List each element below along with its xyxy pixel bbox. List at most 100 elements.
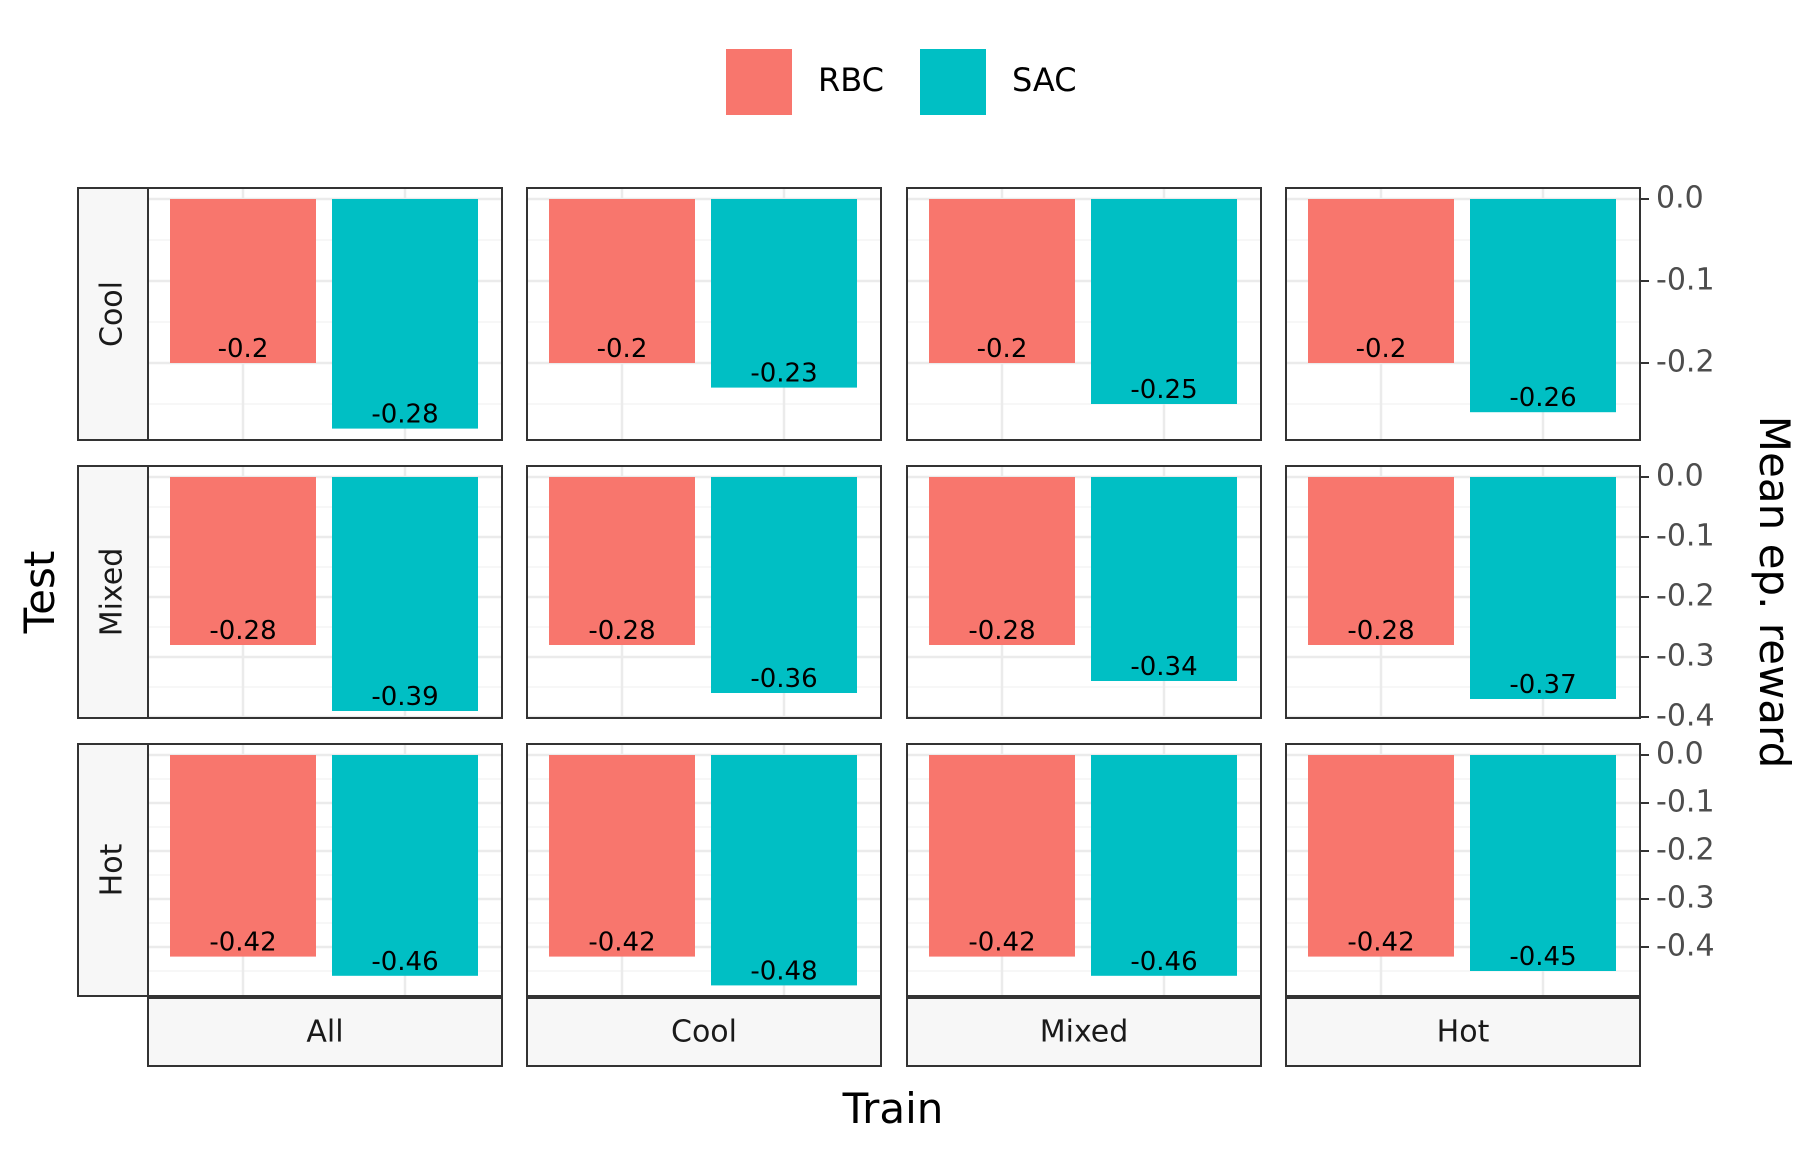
bar-sac (1470, 199, 1616, 413)
row-strip-cool (77, 187, 149, 441)
panel-border (1285, 743, 1641, 997)
bar-sac (1470, 755, 1616, 971)
legend-swatch-rbc (726, 49, 792, 115)
y-axis-title: Mean ep. reward (1750, 416, 1799, 768)
y-tick-label: -0.3 (1656, 639, 1715, 674)
panel-cool-hot: -0.2 -0.26 (1285, 187, 1641, 441)
y-tick-label: 0.0 (1656, 181, 1704, 216)
bar-sac (711, 199, 857, 388)
data-label: -0.42 (588, 928, 655, 958)
bar-sac (711, 755, 857, 986)
col-strip-label-hot: Hot (1437, 1015, 1490, 1050)
row-strip-mixed (77, 465, 149, 719)
y-tick-label: 0.0 (1656, 737, 1704, 772)
data-label: -0.48 (750, 956, 817, 986)
panel-hot-hot: -0.42 -0.45 (1285, 743, 1641, 997)
y-tick-label: -0.2 (1656, 579, 1715, 614)
panel-border (526, 187, 882, 441)
panel-cool-all: -0.2 -0.28 (147, 187, 503, 441)
data-label: -0.45 (1509, 942, 1576, 972)
data-label: -0.34 (1130, 652, 1197, 682)
panel-cool-cool: -0.2 -0.23 (526, 187, 882, 441)
legend-label-sac: SAC (1012, 61, 1077, 99)
y-tick-label: -0.1 (1656, 263, 1715, 298)
data-label: -0.42 (1347, 928, 1414, 958)
row-strip-label-hot: Hot (95, 843, 130, 896)
panel-hot-mixed: -0.42 -0.46 (906, 743, 1262, 997)
bar-rbc (1308, 477, 1454, 645)
panel-mixed-hot: -0.28 -0.37 (1285, 465, 1641, 719)
col-strip-cool (526, 997, 882, 1067)
legend-label-rbc: RBC (818, 61, 884, 99)
data-label: -0.36 (750, 664, 817, 694)
data-label: -0.28 (1347, 616, 1414, 646)
row-strip-hot (77, 743, 149, 997)
col-strip-all (147, 997, 503, 1067)
bar-rbc (549, 477, 695, 645)
data-label: -0.42 (968, 928, 1035, 958)
bar-rbc (929, 755, 1075, 957)
panel-border (906, 465, 1262, 719)
bar-sac (1091, 199, 1237, 404)
y-tick-label: -0.1 (1656, 519, 1715, 554)
data-label: -0.28 (968, 616, 1035, 646)
legend: RBC SAC (726, 49, 1077, 115)
data-label: -0.2 (977, 334, 1028, 364)
panel-mixed-cool: -0.28 -0.36 (526, 465, 882, 719)
bar-sac (332, 477, 478, 711)
panel-border (1285, 187, 1641, 441)
y-tick-label: -0.3 (1656, 881, 1715, 916)
bar-rbc (549, 199, 695, 363)
data-label: -0.28 (209, 616, 276, 646)
data-label: -0.28 (588, 616, 655, 646)
facet-strips: Cool Mixed Hot All Cool Mixed Hot (77, 187, 1641, 1067)
panel-border (526, 743, 882, 997)
bar-rbc (549, 755, 695, 957)
bar-rbc (170, 755, 316, 957)
row-strip-label-cool: Cool (95, 281, 130, 347)
panel-mixed-all: -0.28 -0.39 (147, 465, 503, 719)
data-label: -0.39 (371, 682, 438, 712)
col-strip-label-all: All (306, 1015, 343, 1050)
y-tick-label: -0.2 (1656, 833, 1715, 868)
y-tick-label: 0.0 (1656, 459, 1704, 494)
data-label: -0.46 (371, 947, 438, 977)
bar-rbc (170, 477, 316, 645)
y-tick-label: -0.2 (1656, 345, 1715, 380)
x-axis-title: Train (842, 1084, 944, 1133)
data-label: -0.26 (1509, 383, 1576, 413)
data-label: -0.2 (1356, 334, 1407, 364)
legend-swatch-sac (920, 49, 986, 115)
panel-border (906, 187, 1262, 441)
panel-border (1285, 465, 1641, 719)
col-strip-hot (1285, 997, 1641, 1067)
data-label: -0.25 (1130, 375, 1197, 405)
col-strip-label-cool: Cool (671, 1015, 737, 1050)
row-strip-label-mixed: Mixed (95, 548, 130, 637)
y-tick-label: -0.4 (1656, 699, 1715, 734)
y-tick-label: -0.1 (1656, 785, 1715, 820)
panel-border (906, 743, 1262, 997)
col-strip-label-mixed: Mixed (1040, 1015, 1129, 1050)
y-tick-label: -0.4 (1656, 929, 1715, 964)
panel-cool-mixed: -0.2 -0.25 (906, 187, 1262, 441)
bar-rbc (170, 199, 316, 363)
bar-rbc (1308, 199, 1454, 363)
data-label: -0.28 (371, 400, 438, 430)
col-strip-mixed (906, 997, 1262, 1067)
panel-border (526, 465, 882, 719)
bar-rbc (1308, 755, 1454, 957)
bar-sac (1091, 755, 1237, 976)
row-axis-title: Test (15, 551, 64, 635)
bar-sac (1470, 477, 1616, 699)
data-label: -0.42 (209, 928, 276, 958)
bar-sac (332, 755, 478, 976)
bar-rbc (929, 477, 1075, 645)
panel-hot-cool: -0.42 -0.48 (526, 743, 882, 997)
bar-sac (332, 199, 478, 429)
plot-panels: -0.2-0.28-0.2-0.23-0.2-0.25-0.2-0.26-0.2… (147, 187, 1641, 997)
data-label: -0.46 (1130, 947, 1197, 977)
bar-sac (1091, 477, 1237, 681)
data-label: -0.23 (750, 359, 817, 389)
